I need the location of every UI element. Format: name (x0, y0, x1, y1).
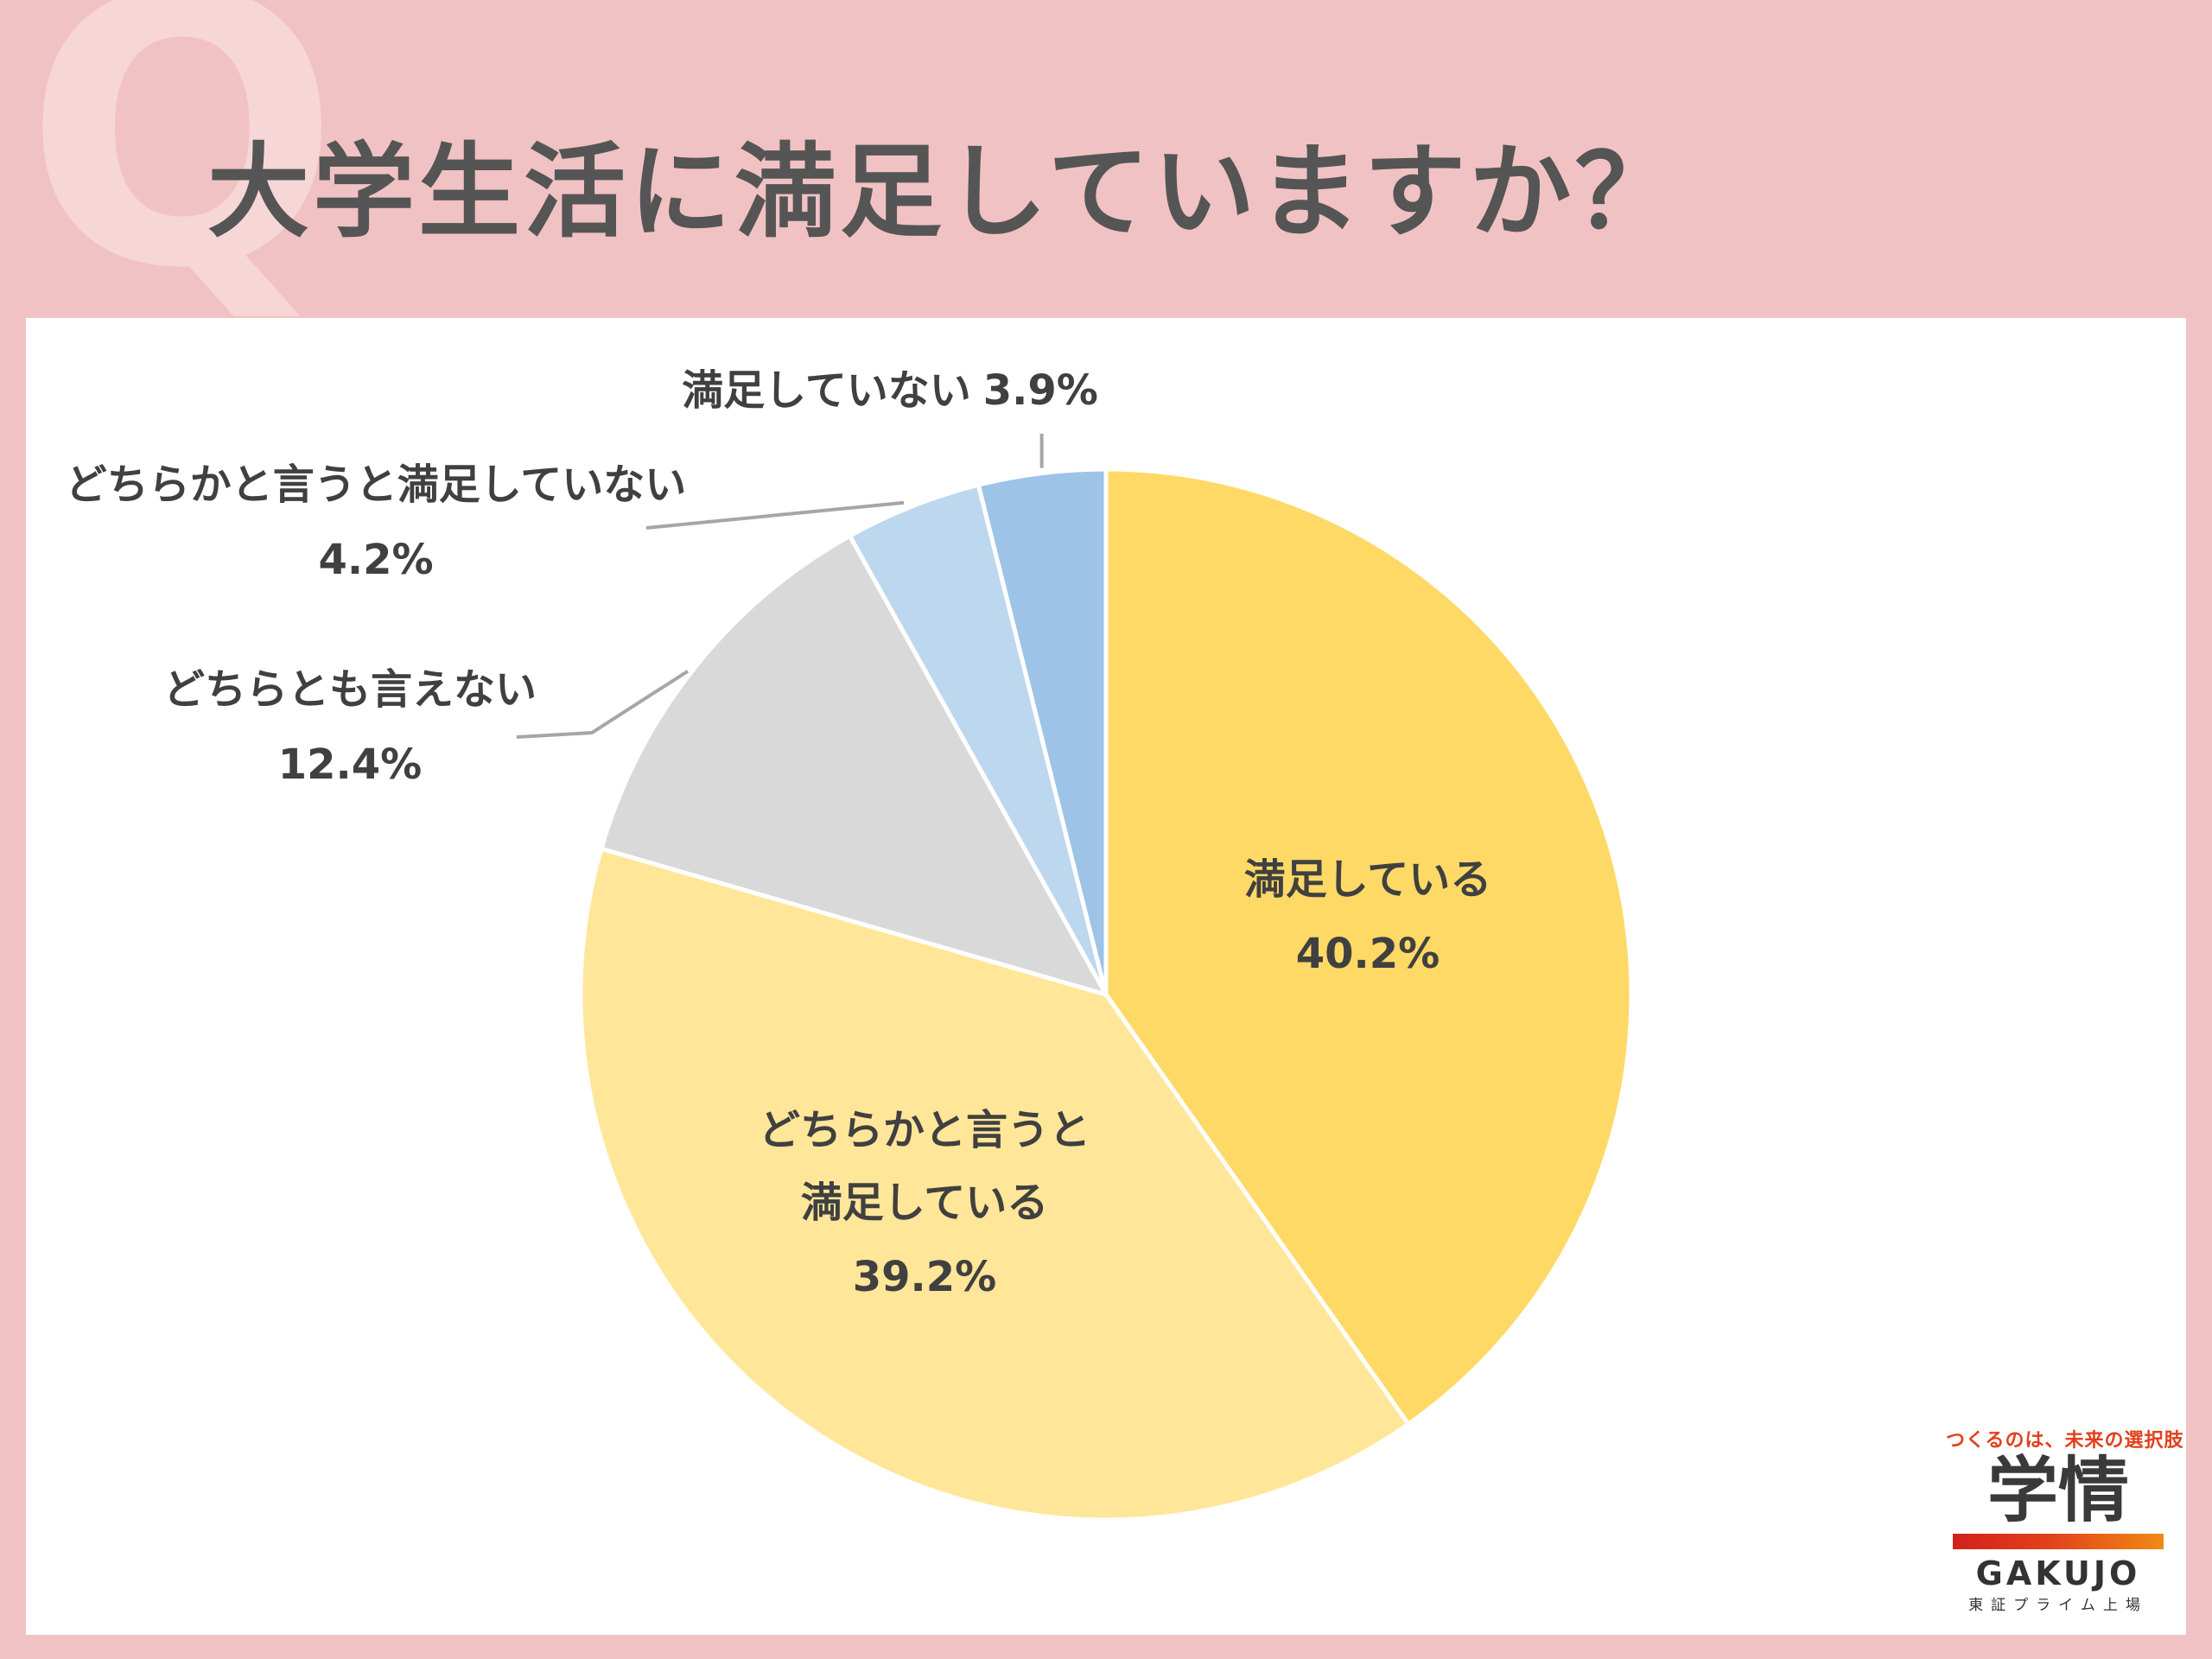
logo-kanji: 学情 (1986, 1449, 2129, 1532)
logo-tagline: つくるのは、未来の選択肢 (1946, 1429, 2184, 1452)
leader-line-somewhat-dissatisfied (645, 500, 905, 530)
gakujo-logo: つくるのは、未来の選択肢 学情 GAKUJO 東証プライム上場 (1946, 1425, 2184, 1614)
q-mark-decoration: Q (24, 0, 340, 350)
leader-line-neither (516, 670, 690, 739)
slice-somewhat-satisfied (578, 846, 1412, 1522)
slice-value-neither: 12.4% (278, 741, 423, 789)
logo-bar (1953, 1534, 2164, 1549)
pie-chart: 満足している 40.2% どちらかと言うと 満足している 39.2% どちらとも… (66, 366, 1634, 1522)
slice-label-somewhat-satisfied-line1: どちらかと言うと (759, 1106, 1090, 1154)
slice-value-somewhat-satisfied: 39.2% (853, 1253, 997, 1301)
slice-value-dissatisfied: 3.9% (983, 366, 1098, 415)
logo-listed: 東証プライム上場 (1968, 1597, 2148, 1614)
slice-label-dissatisfied: 満足していない 3.9% (682, 366, 1098, 415)
slice-label-satisfied: 満足している (1244, 855, 1492, 904)
chart-panel: 満足している 40.2% どちらかと言うと 満足している 39.2% どちらとも… (26, 318, 2186, 1635)
slice-label-neither: どちらとも言えない (163, 665, 537, 714)
slice-dissatisfied (976, 467, 1109, 995)
slice-label-somewhat-dissatisfied: どちらかと言うと満足していない (66, 461, 687, 509)
slice-label-somewhat-satisfied-line2: 満足している (801, 1179, 1049, 1227)
slice-value-satisfied: 40.2% (1296, 930, 1440, 978)
slice-value-somewhat-dissatisfied: 4.2% (318, 536, 433, 584)
slice-satisfied (1103, 467, 1634, 1427)
page-title: 大学生活に満足していますか？ (207, 132, 1681, 251)
logo-brand: GAKUJO (1975, 1554, 2141, 1592)
slice-neither (598, 532, 1111, 999)
